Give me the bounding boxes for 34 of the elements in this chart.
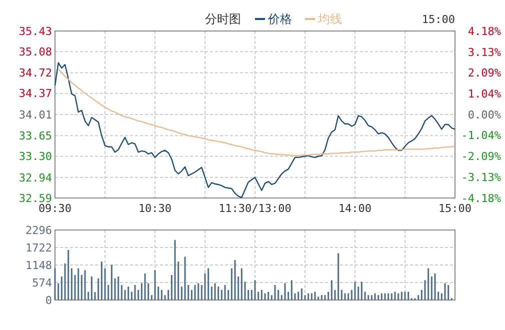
x-tick-label: 10:30 (138, 202, 172, 215)
x-tick-label: 09:30 (38, 202, 72, 215)
line-series (54, 62, 456, 198)
y2-tick-label: 1.04% (468, 88, 502, 101)
y2-tick-label: -1.04% (461, 129, 502, 142)
y-tick-label: 1148 (26, 258, 52, 272)
y-tick-label: 1722 (26, 241, 52, 254)
chart-title: 分时图 (205, 12, 241, 26)
y2-tick-label: 3.13% (468, 46, 502, 59)
y-tick-label: 2296 (26, 224, 52, 237)
y-tick-label: 34.01 (18, 108, 52, 122)
y-tick-label: 33.30 (18, 150, 52, 164)
x-tick-label: 15:00 (438, 202, 472, 215)
y-tick-label: 35.43 (18, 24, 52, 38)
y2-tick-label: 4.18% (468, 24, 502, 38)
y-tick-label: 34.37 (18, 87, 52, 100)
y-tick-label: 0 (45, 294, 52, 307)
y2-tick-label: 2.09% (468, 66, 502, 80)
x-tick-label: 11:30/13:00 (218, 202, 292, 215)
y2-tick-label: 0.00% (468, 108, 502, 122)
line-series (58, 68, 456, 156)
text: 15:00 (422, 13, 455, 26)
legend-label: 均线 (317, 12, 342, 26)
x-tick-label: 14:00 (338, 202, 372, 215)
y-tick-label: 35.08 (18, 45, 52, 58)
y-tick-label: 32.94 (18, 171, 52, 184)
legend-label: 价格 (267, 12, 292, 26)
y-tick-label: 32.59 (18, 192, 52, 205)
y-tick-label: 34.72 (18, 66, 52, 80)
y2-tick-label: -4.18% (461, 192, 502, 205)
y2-tick-label: -2.09% (461, 150, 502, 164)
y-tick-label: 574 (32, 276, 52, 290)
y-tick-label: 33.65 (18, 130, 52, 143)
y2-tick-label: -3.13% (461, 170, 502, 184)
